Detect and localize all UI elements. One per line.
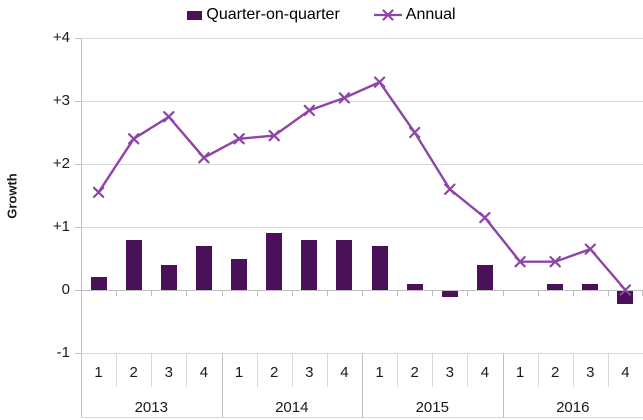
y-tick-label: -1 — [56, 344, 70, 361]
quarter-separator — [291, 353, 293, 387]
y-tick-mark — [75, 290, 81, 291]
quarter-label: 4 — [199, 364, 209, 381]
y-tick-mark — [75, 227, 81, 228]
qoq-bar — [336, 239, 353, 290]
y-tick-mark — [75, 101, 81, 102]
x-axis-tick — [432, 290, 434, 296]
year-label: 2014 — [275, 399, 309, 416]
quarter-label: 3 — [586, 364, 595, 381]
gridline — [81, 101, 643, 102]
qoq-bar — [582, 283, 599, 290]
year-separator — [221, 353, 223, 418]
x-axis-tick — [397, 290, 399, 296]
quarter-label: 4 — [480, 364, 490, 381]
qoq-bar — [90, 277, 107, 290]
x-axis-tick — [151, 290, 153, 296]
x-axis-tick — [326, 290, 328, 296]
legend: Quarter-on-quarter Annual — [0, 6, 643, 24]
y-axis-title: Growth — [4, 173, 20, 219]
legend-item-annual: Annual — [373, 6, 456, 24]
gridline — [81, 227, 643, 228]
qoq-bar — [160, 264, 177, 290]
quarter-label: 1 — [515, 364, 525, 381]
legend-item-quarter-on-quarter: Quarter-on-quarter — [187, 6, 340, 24]
quarter-separator — [186, 353, 188, 387]
quarter-label: 1 — [234, 364, 244, 381]
quarter-label: 1 — [375, 364, 384, 381]
annual-line — [92, 76, 632, 296]
x-axis-tick — [81, 290, 82, 296]
legend-label-annual: Annual — [405, 6, 456, 23]
gridline — [81, 164, 643, 165]
x-axis-tick — [221, 290, 223, 296]
qoq-bar — [301, 239, 318, 290]
quarter-label: 2 — [410, 364, 419, 381]
category-axis-area: 1 2 3 4 2013 1 2 3 4 2014 1 2 3 4 2015 1 2 3 4 2016 — [81, 353, 643, 419]
x-axis-tick — [362, 290, 363, 296]
qoq-bar — [547, 283, 564, 290]
line-x-marker-icon — [373, 9, 402, 21]
quarter-separator — [537, 353, 539, 387]
y-tick-mark — [75, 353, 81, 354]
quarter-separator — [397, 353, 399, 387]
x-axis-tick — [572, 290, 574, 296]
y-tick-label: +3 — [52, 92, 70, 109]
y-tick-mark — [75, 38, 81, 39]
quarter-label: 2 — [270, 364, 279, 381]
qoq-bar — [441, 291, 458, 298]
qoq-bar — [195, 245, 212, 290]
quarter-label: 2 — [551, 364, 560, 381]
quarter-separator — [607, 353, 609, 387]
quarter-label: 4 — [621, 364, 630, 381]
quarter-label: 4 — [340, 364, 349, 381]
quarter-separator — [116, 353, 118, 387]
y-tick-label: +2 — [52, 155, 70, 172]
quarter-label: 3 — [445, 364, 454, 381]
y-tick-label: +4 — [52, 29, 70, 46]
x-axis-tick — [607, 290, 609, 296]
year-label: 2016 — [556, 399, 590, 416]
quarter-separator — [151, 353, 153, 387]
quarter-separator — [256, 353, 258, 387]
gridline — [81, 38, 643, 39]
y-axis-line — [81, 38, 82, 418]
year-separator — [502, 353, 504, 418]
x-markers — [92, 76, 632, 296]
quarter-separator — [467, 353, 469, 387]
qoq-bar — [476, 264, 493, 290]
x-axis-tick — [537, 290, 539, 296]
x-axis-tick — [467, 290, 469, 296]
plot-area — [81, 38, 643, 354]
quarter-label: 1 — [94, 364, 103, 381]
y-tick-label: 0 — [61, 281, 70, 298]
annual-line-path — [97, 80, 627, 291]
qoq-bar — [371, 245, 388, 290]
bar-swatch-icon — [187, 10, 203, 20]
qoq-bar — [406, 283, 423, 290]
x-axis-tick — [186, 290, 188, 296]
year-label: 2013 — [134, 399, 168, 416]
qoq-bar — [266, 233, 283, 290]
x-axis-tick — [502, 290, 504, 296]
x-axis-tick — [291, 290, 293, 296]
qoq-bar — [125, 239, 142, 290]
quarter-label: 2 — [129, 364, 138, 381]
year-separator — [362, 353, 363, 418]
legend-label-quarter-on-quarter: Quarter-on-quarter — [206, 6, 340, 23]
qoq-bar — [231, 258, 248, 290]
quarter-label: 3 — [305, 364, 314, 381]
quarter-separator — [432, 353, 434, 387]
y-tick-mark — [75, 164, 81, 165]
x-axis-tick — [116, 290, 118, 296]
quarter-separator — [326, 353, 328, 387]
quarter-label: 3 — [164, 364, 173, 381]
year-label: 2015 — [415, 399, 449, 416]
quarter-separator — [572, 353, 574, 387]
x-axis-tick — [256, 290, 258, 296]
y-tick-label: +1 — [52, 218, 70, 235]
